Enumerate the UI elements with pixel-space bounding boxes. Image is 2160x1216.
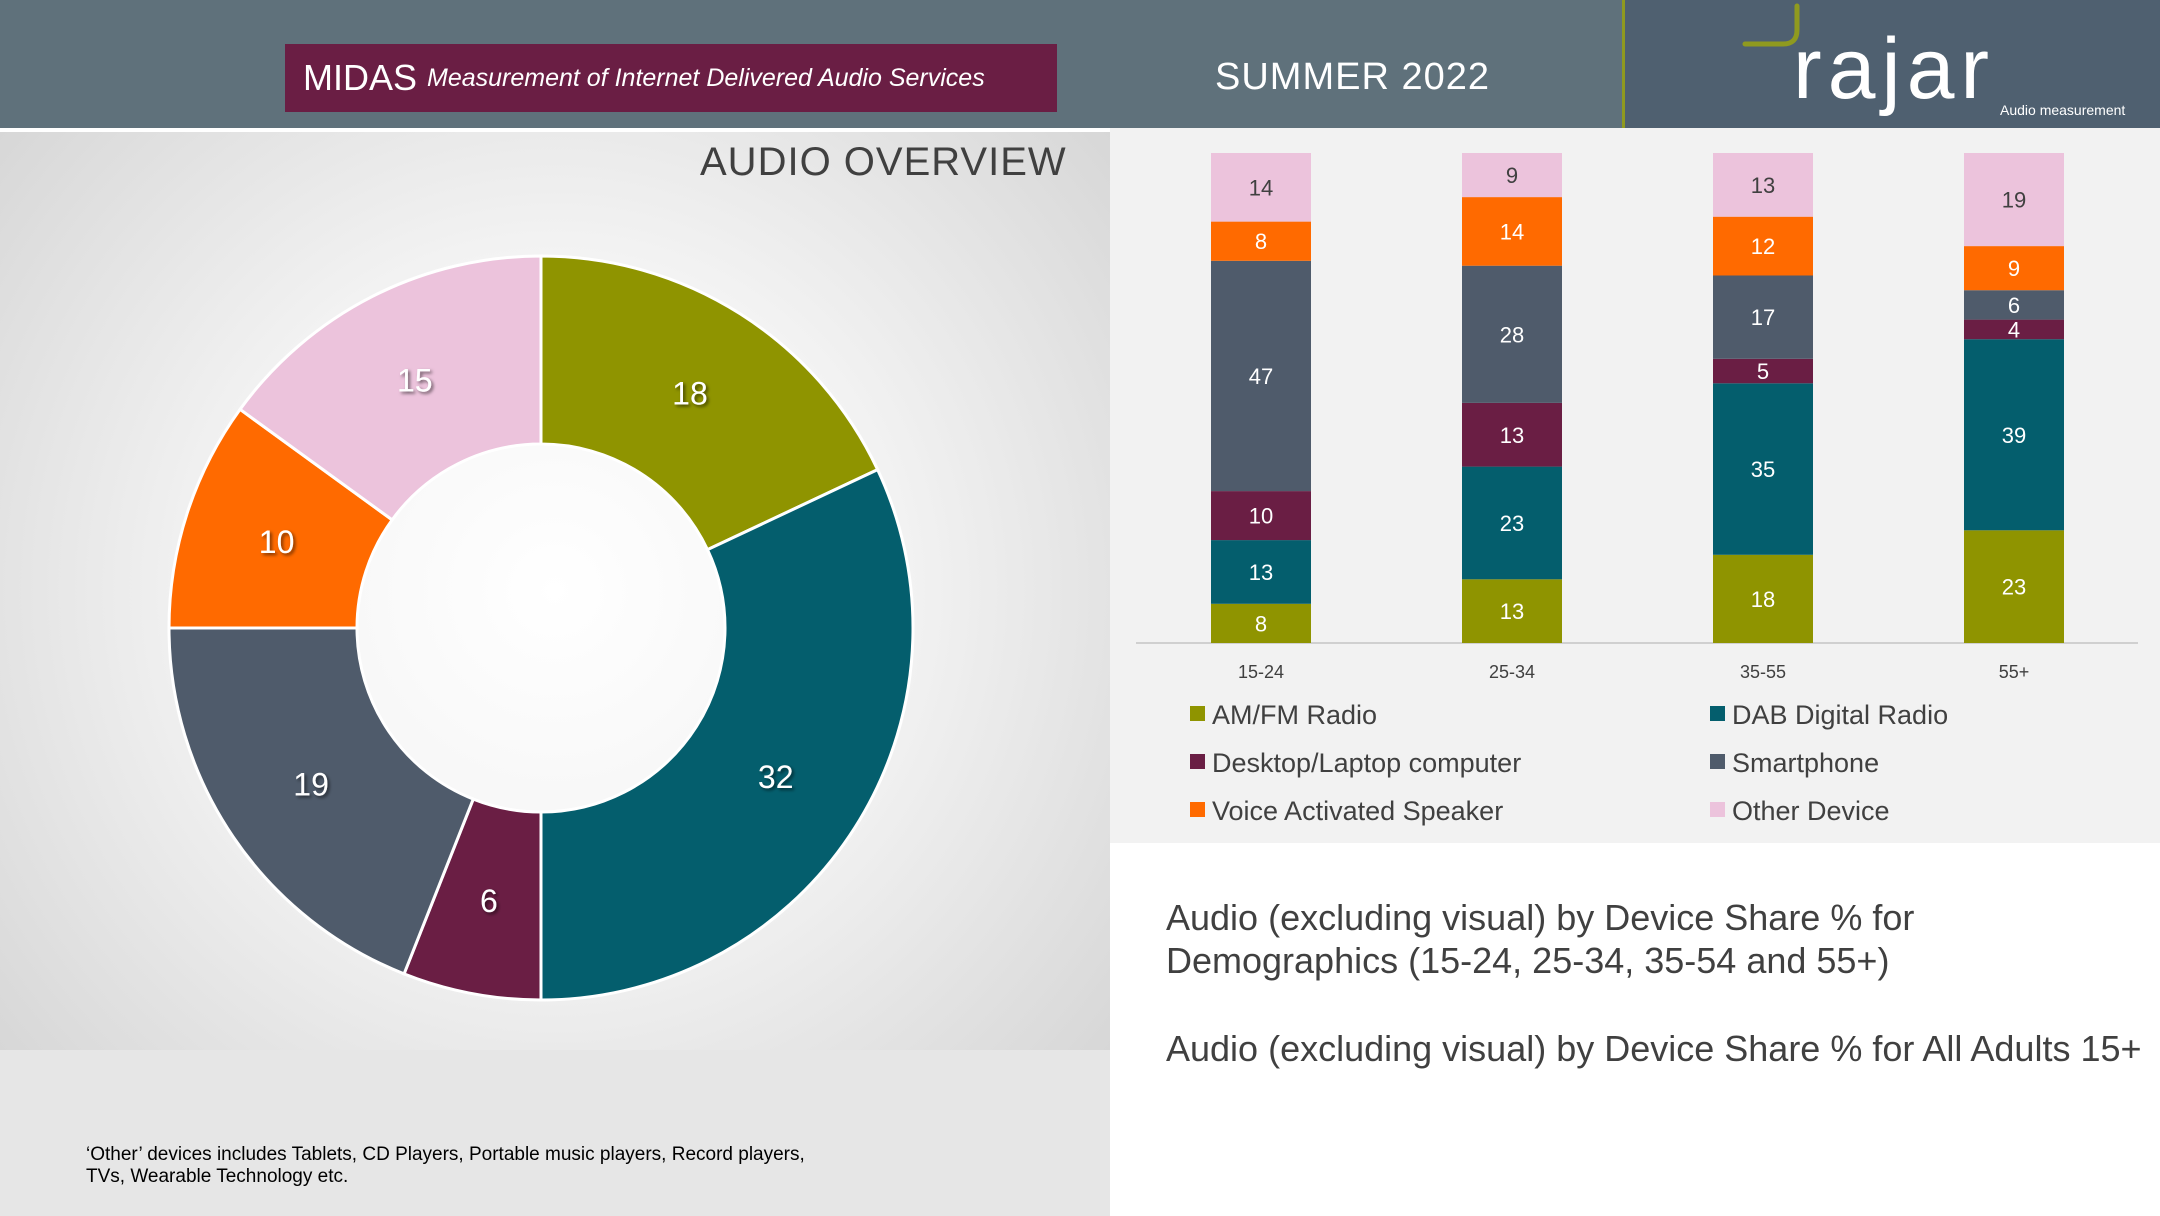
logo-swoosh: [1742, 3, 1800, 47]
bar-segment-other-device-15-24: [1211, 153, 1311, 222]
x-tick-25-34: 25-34: [1489, 662, 1535, 682]
bar-segment-dab-digital-radio-35-55: [1713, 383, 1813, 555]
bar-segment-other-device-25-34: [1462, 153, 1562, 198]
bar-segment-dab-digital-radio-15-24: [1211, 540, 1311, 604]
bar-label-dab-digital-radio-35-55: 35: [1751, 457, 1775, 482]
bar-segment-smartphone-35-55: [1713, 275, 1813, 359]
bar-segment-smartphone-25-34: [1462, 265, 1562, 403]
bar-segment-voice-activated-speaker-55: [1964, 246, 2064, 291]
legend-swatch-desktop-laptop-computer: [1190, 754, 1205, 769]
bar-label-am-fm-radio-55: 23: [2002, 575, 2026, 600]
donut-slice-dab-digital-radio: [539, 467, 915, 1002]
bar-segment-desktop-laptop-computer-55: [1964, 319, 2064, 340]
bar-segment-voice-activated-speaker-15-24: [1211, 221, 1311, 261]
bar-segment-desktop-laptop-computer-25-34: [1462, 402, 1562, 467]
bar-label-dab-digital-radio-25-34: 23: [1500, 511, 1524, 536]
legend-swatch-dab-digital-radio: [1710, 706, 1725, 721]
rajar-logo-graphic: rajar Audio measurement: [1742, 3, 2125, 118]
donut-label-voice-activated-speaker: 10: [259, 524, 295, 560]
bar-label-desktop-laptop-computer-15-24: 10: [1249, 504, 1273, 529]
donut-slice-am-fm-radio: [539, 254, 880, 552]
legend-label-desktop-laptop-computer: Desktop/Laptop computer: [1212, 748, 1521, 778]
legend-swatch-smartphone: [1710, 754, 1725, 769]
bar-label-voice-activated-speaker-35-55: 12: [1751, 234, 1775, 259]
x-tick-55: 55+: [1999, 662, 2030, 682]
donut-label-desktop-laptop-computer: 6: [480, 883, 498, 919]
bar-label-am-fm-radio-15-24: 8: [1255, 611, 1267, 636]
chart-legend: AM/FM Radio DAB Digital Radio Desktop/Lapt…: [1190, 700, 1948, 826]
description-demographics: Audio (excluding visual) by Device Share…: [1166, 897, 1915, 981]
bar-label-desktop-laptop-computer-55: 4: [2008, 317, 2020, 342]
x-tick-35-55: 35-55: [1740, 662, 1786, 682]
bar-label-voice-activated-speaker-15-24: 8: [1255, 229, 1267, 254]
bar-label-other-device-35-55: 13: [1751, 173, 1775, 198]
bar-label-smartphone-25-34: 28: [1500, 322, 1524, 347]
bar-segment-am-fm-radio-15-24: [1211, 603, 1311, 643]
legend-label-other-device: Other Device: [1732, 796, 1890, 826]
bar-label-desktop-laptop-computer-25-34: 13: [1500, 423, 1524, 448]
donut-label-other-device: 15: [397, 362, 433, 398]
bar-label-other-device-55: 19: [2002, 188, 2026, 213]
bar-label-smartphone-15-24: 47: [1249, 364, 1273, 389]
rajar-logo: rajar Audio measurement: [1622, 0, 2160, 128]
bar-label-am-fm-radio-25-34: 13: [1500, 599, 1524, 624]
bar-segment-am-fm-radio-55: [1964, 530, 2064, 643]
bar-segment-desktop-laptop-computer-15-24: [1211, 491, 1311, 541]
x-tick-15-24: 15-24: [1238, 662, 1284, 682]
bar-segment-voice-activated-speaker-35-55: [1713, 216, 1813, 276]
logo-tagline: Audio measurement: [2000, 102, 2125, 118]
bar-segment-dab-digital-radio-25-34: [1462, 466, 1562, 580]
legend-swatch-other-device: [1710, 802, 1725, 817]
midas-title: MIDAS: [303, 57, 418, 98]
legend-label-dab-digital-radio: DAB Digital Radio: [1732, 700, 1948, 730]
donut-chart: 18 32 6 19 10 15: [167, 254, 915, 1002]
bar-segment-dab-digital-radio-55: [1964, 339, 2064, 531]
bar-label-voice-activated-speaker-55: 9: [2008, 256, 2020, 281]
bar-segment-am-fm-radio-35-55: [1713, 554, 1813, 643]
season-label: SUMMER 2022: [1215, 56, 1490, 98]
bar-segment-voice-activated-speaker-25-34: [1462, 197, 1562, 266]
bar-label-am-fm-radio-35-55: 18: [1751, 587, 1775, 612]
bar-label-voice-activated-speaker-25-34: 14: [1500, 219, 1524, 244]
bar-segment-smartphone-15-24: [1211, 260, 1311, 492]
bar-segment-other-device-35-55: [1713, 153, 1813, 217]
overview-title: AUDIO OVERVIEW: [700, 140, 1067, 184]
donut-slice-other-device: [237, 254, 543, 522]
footnote: ‘Other’ devices includes Tablets, CD Pla…: [86, 1144, 805, 1187]
legend-swatch-voice-activated-speaker: [1190, 802, 1205, 817]
bar-label-smartphone-55: 6: [2008, 293, 2020, 318]
donut-label-smartphone: 19: [293, 766, 329, 802]
donut-label-am-fm-radio: 18: [672, 375, 708, 411]
bar-label-other-device-25-34: 9: [1506, 163, 1518, 188]
bar-label-desktop-laptop-computer-35-55: 5: [1757, 359, 1769, 384]
midas-banner: MIDAS Measurement of Internet Delivered …: [285, 44, 1057, 112]
logo-wordmark: rajar: [1793, 21, 1995, 117]
bar-segment-desktop-laptop-computer-35-55: [1713, 358, 1813, 384]
donut-label-dab-digital-radio: 32: [758, 759, 794, 795]
bar-label-other-device-15-24: 14: [1249, 175, 1273, 200]
bar-segment-other-device-55: [1964, 153, 2064, 247]
bar-segment-smartphone-55: [1964, 290, 2064, 320]
legend-label-voice-activated-speaker: Voice Activated Speaker: [1212, 796, 1503, 826]
bar-label-dab-digital-radio-15-24: 13: [1249, 560, 1273, 585]
bar-label-smartphone-35-55: 17: [1751, 305, 1775, 330]
donut-slice-smartphone: [167, 626, 476, 976]
bar-label-dab-digital-radio-55: 39: [2002, 423, 2026, 448]
legend-label-smartphone: Smartphone: [1732, 748, 1879, 778]
footnote-panel: [0, 1050, 1110, 1216]
stacked-bar-chart: 8 13 10 47 8 14 15-24 13 23 13 28 14 9 25-34 18 35 5 17 12…: [1136, 153, 2138, 682]
legend-label-am-fm-radio: AM/FM Radio: [1212, 700, 1377, 730]
midas-subtitle: Measurement of Internet Delivered Audio …: [427, 63, 985, 92]
bar-segment-am-fm-radio-25-34: [1462, 579, 1562, 643]
legend-swatch-am-fm-radio: [1190, 706, 1205, 721]
description-all-adults: Audio (excluding visual) by Device Share…: [1166, 1028, 2142, 1069]
